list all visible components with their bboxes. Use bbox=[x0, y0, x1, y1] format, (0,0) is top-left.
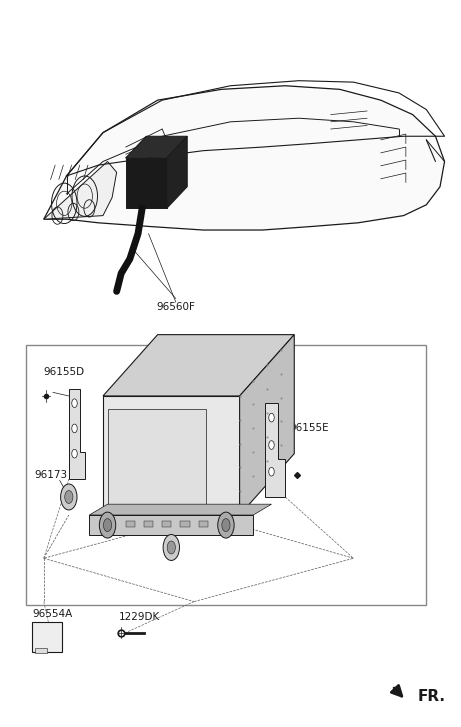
Circle shape bbox=[99, 512, 116, 538]
Polygon shape bbox=[44, 86, 444, 230]
Circle shape bbox=[218, 512, 234, 538]
Text: 96155D: 96155D bbox=[44, 367, 85, 377]
Circle shape bbox=[72, 399, 77, 408]
Polygon shape bbox=[89, 505, 272, 515]
Polygon shape bbox=[265, 403, 285, 497]
Circle shape bbox=[163, 534, 179, 561]
Circle shape bbox=[72, 449, 77, 458]
Circle shape bbox=[269, 467, 274, 476]
Circle shape bbox=[269, 413, 274, 422]
Polygon shape bbox=[107, 409, 206, 506]
Text: 1229DK: 1229DK bbox=[119, 612, 160, 622]
Polygon shape bbox=[126, 136, 187, 158]
Text: 96173: 96173 bbox=[35, 470, 68, 481]
Polygon shape bbox=[103, 396, 240, 515]
Polygon shape bbox=[44, 161, 117, 220]
Bar bbox=[180, 521, 189, 527]
Polygon shape bbox=[89, 515, 253, 535]
Circle shape bbox=[222, 518, 230, 531]
Polygon shape bbox=[69, 389, 85, 479]
Bar bbox=[35, 648, 47, 653]
Circle shape bbox=[269, 441, 274, 449]
Text: FR.: FR. bbox=[417, 689, 445, 704]
Bar bbox=[199, 521, 208, 527]
Polygon shape bbox=[167, 136, 187, 209]
Circle shape bbox=[167, 541, 175, 554]
Circle shape bbox=[103, 518, 112, 531]
Text: 96155E: 96155E bbox=[290, 422, 329, 433]
Polygon shape bbox=[126, 158, 167, 209]
Text: 96554A: 96554A bbox=[32, 608, 73, 619]
Bar bbox=[162, 521, 171, 527]
Polygon shape bbox=[103, 334, 294, 396]
Circle shape bbox=[60, 484, 77, 510]
Bar bbox=[25, 345, 426, 605]
Text: 96560F: 96560F bbox=[156, 302, 195, 312]
Polygon shape bbox=[240, 334, 294, 515]
Bar bbox=[32, 622, 62, 652]
Bar bbox=[144, 521, 153, 527]
Bar bbox=[126, 521, 135, 527]
Text: 96173: 96173 bbox=[142, 519, 175, 529]
Circle shape bbox=[72, 424, 77, 433]
Circle shape bbox=[65, 491, 73, 504]
